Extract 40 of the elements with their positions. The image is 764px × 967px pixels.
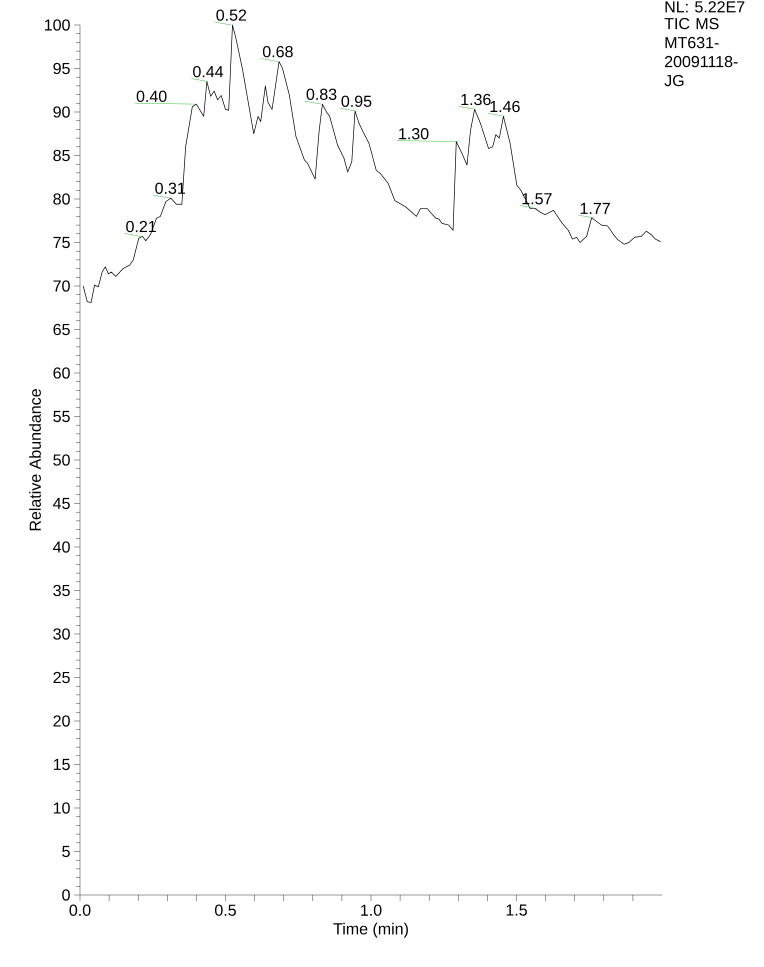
y-tick-label: 60 (53, 367, 70, 379)
annotation: 1.36 (461, 94, 491, 106)
y-tick-label: 70 (53, 280, 70, 292)
y-tick-label: 55 (53, 410, 70, 422)
annotation: 0.68 (262, 46, 293, 58)
y-tick-label: 95 (53, 62, 70, 74)
annotation: 0.44 (193, 66, 224, 78)
x-tick-label: 1.5 (506, 904, 527, 916)
y-tick-label: 35 (53, 584, 70, 596)
y-tick-label: 65 (53, 324, 70, 336)
line-series (82, 24, 661, 303)
text: NL: 5.22E7 (666, 1, 744, 13)
y-tick-label: 85 (53, 150, 70, 162)
x-tick-label: 0.5 (215, 904, 236, 916)
annotation: 0.40 (136, 90, 167, 102)
annotation: 1.77 (580, 202, 610, 214)
y-tick-label: 40 (53, 541, 70, 553)
y-tick-label: 10 (54, 802, 70, 814)
y-tick-label: 0 (62, 889, 70, 901)
y-tick-label: 30 (53, 628, 70, 640)
y-tick-label: 20 (53, 715, 70, 727)
y-tick-label: 90 (53, 106, 70, 118)
annotation: 0.83 (306, 88, 336, 100)
y-tick-label: 80 (53, 193, 70, 205)
y-tick-label: 45 (53, 498, 70, 510)
y-axis-title: Relative Abundance (29, 389, 41, 530)
y-tick-label: 25 (53, 672, 70, 684)
annotation: 1.46 (490, 100, 520, 112)
x-tick-label: 1.0 (361, 904, 382, 916)
y-tick-label: 100 (44, 19, 70, 31)
y-tick-label: 15 (54, 758, 70, 770)
annotation: 0.95 (342, 96, 372, 107)
x-axis-title: Time (min) (333, 922, 408, 938)
annotation: 0.52 (216, 9, 246, 21)
annotation: 1.30 (399, 128, 428, 140)
y-tick-label: 75 (53, 236, 70, 248)
y-tick-label: 5 (62, 846, 70, 858)
x-tick-label: 0.0 (70, 904, 90, 916)
text: TIC MS MT631-20091118-JG (664, 18, 738, 86)
y-tick-label: 50 (53, 454, 70, 466)
